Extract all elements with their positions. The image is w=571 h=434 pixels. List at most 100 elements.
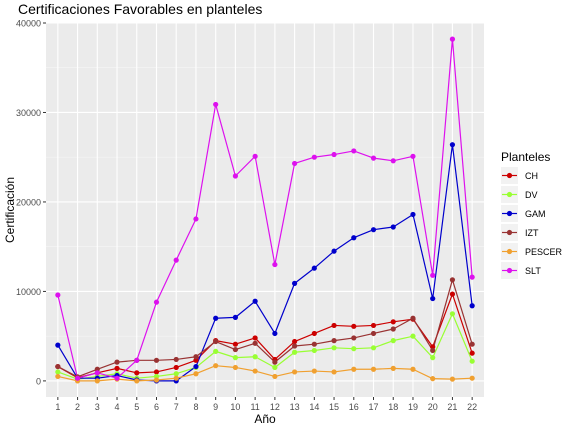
data-point-gam: [410, 211, 416, 218]
x-tick-label: 8: [193, 402, 198, 412]
data-point-pescer: [134, 378, 140, 384]
data-point-pescer: [213, 363, 219, 369]
data-point-slt: [252, 153, 258, 159]
data-point-ch: [193, 357, 199, 363]
data-point-pescer: [153, 377, 160, 383]
data-point-pescer: [430, 376, 436, 382]
x-tick-label: 1: [55, 402, 60, 412]
data-point-pescer: [331, 369, 337, 375]
data-point-slt: [370, 155, 377, 161]
x-tick-label: 6: [154, 402, 159, 412]
legend-key-point-ch: [506, 172, 513, 179]
data-point-pescer: [252, 368, 258, 374]
data-point-slt: [114, 375, 120, 381]
legend-label-izt: IZT: [525, 228, 539, 238]
data-point-izt: [55, 363, 61, 370]
data-point-izt: [232, 346, 239, 353]
data-point-slt: [390, 158, 396, 164]
data-point-gam: [213, 315, 219, 321]
data-point-ch: [449, 291, 456, 297]
data-point-dv: [55, 369, 61, 375]
data-point-dv: [173, 371, 179, 377]
data-point-ch: [232, 341, 239, 347]
data-point-dv: [153, 373, 160, 380]
data-point-izt: [252, 340, 258, 346]
x-tick-label: 17: [369, 402, 379, 412]
x-tick-label: 13: [290, 402, 300, 412]
data-point-slt: [272, 261, 278, 268]
data-point-ch: [311, 330, 317, 337]
data-point-gam: [449, 142, 456, 148]
data-point-slt: [213, 101, 219, 108]
data-point-slt: [232, 173, 239, 179]
data-point-pescer: [449, 376, 456, 382]
x-axis: 1 2 3 4 5 6 7 8 9 10 11 12 13 14 15 16 17 18 19 20 21 22: [55, 397, 477, 412]
data-point-pescer: [311, 368, 317, 374]
data-point-izt: [370, 330, 377, 337]
series-line-ch: [57, 293, 473, 379]
data-point-pescer: [193, 371, 199, 377]
y-axis: 0 10000 20000 30000 40000: [16, 19, 46, 386]
data-point-ch: [153, 369, 160, 375]
data-point-izt: [410, 315, 416, 321]
data-point-slt: [410, 153, 416, 159]
data-point-gam: [232, 314, 239, 320]
x-tick-label: 18: [388, 402, 398, 412]
data-point-ch: [390, 319, 396, 325]
data-point-gam: [311, 265, 317, 271]
data-point-pescer: [55, 373, 61, 380]
data-point-pescer: [291, 369, 298, 375]
x-tick-label: 10: [230, 402, 240, 412]
data-point-slt: [74, 375, 81, 381]
data-point-gam: [370, 227, 377, 233]
data-point-dv: [291, 349, 298, 355]
x-tick-label: 5: [134, 402, 139, 412]
data-point-dv: [213, 348, 219, 354]
x-tick-label: 21: [447, 402, 457, 412]
data-point-gam: [272, 330, 278, 337]
y-tick-label: 0: [36, 376, 41, 386]
data-point-slt: [94, 370, 100, 376]
data-point-gam: [331, 248, 337, 254]
data-point-izt: [311, 341, 317, 347]
data-point-slt: [153, 299, 160, 305]
data-point-pescer: [410, 366, 416, 372]
data-point-izt: [449, 277, 456, 283]
data-point-gam: [193, 363, 199, 370]
legend-label-gam: GAM: [525, 209, 546, 219]
data-point-izt: [193, 354, 199, 360]
data-point-pescer: [232, 364, 239, 371]
x-tick-label: 15: [329, 402, 339, 412]
data-point-ch: [331, 322, 337, 329]
x-tick-label: 16: [349, 402, 359, 412]
data-point-slt: [173, 257, 179, 263]
data-point-pescer: [390, 365, 396, 371]
x-tick-label: 3: [95, 402, 100, 412]
series-line-dv: [57, 313, 473, 380]
data-point-gam: [55, 342, 61, 348]
data-point-izt: [351, 335, 357, 341]
legend: Planteles CH DV GAM IZT PESCER SLT: [501, 150, 563, 279]
series-points: [55, 36, 475, 384]
data-point-ch: [291, 338, 298, 345]
data-point-dv: [449, 311, 456, 317]
data-point-izt: [291, 343, 298, 349]
data-point-dv: [232, 355, 239, 361]
data-point-slt: [134, 357, 140, 363]
legend-key-point-gam: [506, 210, 513, 217]
legend-label-ch: CH: [525, 171, 538, 181]
series-line-pescer: [57, 365, 473, 382]
data-point-ch: [370, 322, 377, 329]
data-point-slt: [193, 216, 199, 222]
data-point-dv: [469, 358, 475, 364]
data-point-ch: [351, 323, 357, 329]
legend-label-dv: DV: [525, 190, 538, 200]
y-tick-label: 10000: [16, 287, 41, 297]
legend-key-point-pescer: [506, 248, 513, 255]
y-tick-label: 30000: [16, 108, 41, 118]
data-point-ch: [114, 365, 120, 371]
data-point-slt: [311, 154, 317, 160]
x-tick-label: 22: [467, 402, 477, 412]
